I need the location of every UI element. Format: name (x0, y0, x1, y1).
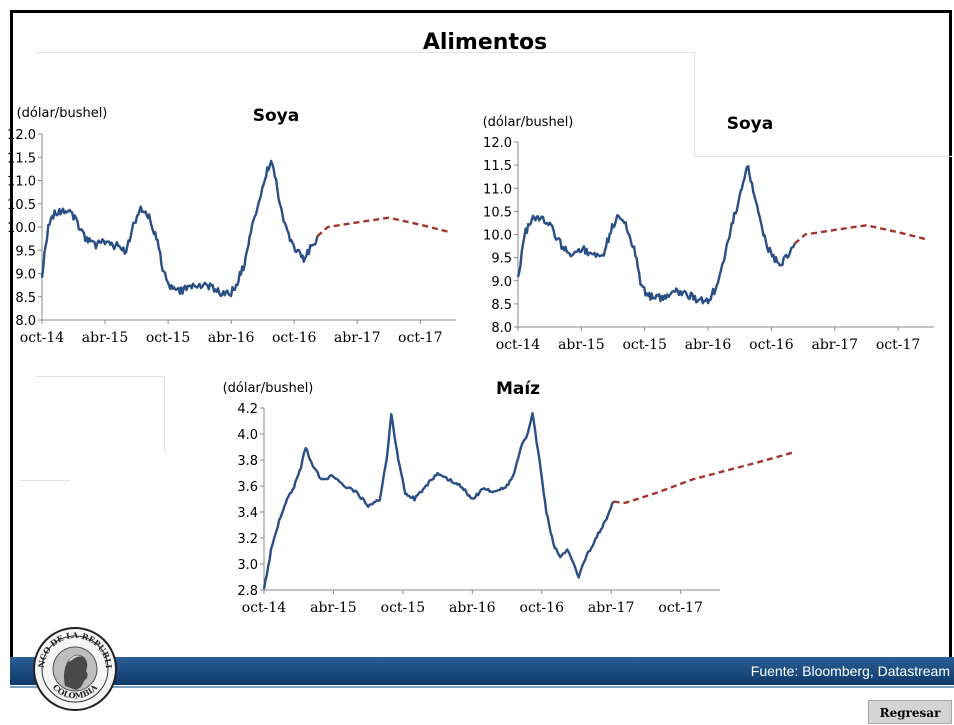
x-tick-label: abr-15 (82, 330, 129, 346)
x-tick-label: oct-14 (242, 600, 287, 616)
series-forecast-line (316, 216, 448, 238)
y-tick-label: 2.8 (237, 584, 258, 599)
x-tick-label: oct-17 (876, 337, 920, 353)
x-tick-label: oct-14 (496, 337, 541, 353)
series-history-line (40, 159, 319, 298)
x-tick-label: oct-14 (20, 330, 65, 346)
chart-soya-left: 8.0 8.5 9.0 9.5 10.0 10.5 11.0 11.5 12.0 oct-14 ab… (7, 106, 456, 346)
y-tick-label: 4.0 (237, 428, 258, 443)
chart-title: Soya (727, 114, 773, 134)
background-decoration (36, 376, 165, 453)
y-tick-label: 9.5 (15, 244, 36, 259)
y-tick-label: 8.0 (15, 314, 36, 329)
series-history-line (262, 412, 615, 590)
background-decoration (20, 480, 70, 482)
y-tick-label: 9.0 (15, 268, 36, 283)
y-tick-label: 10.5 (7, 198, 36, 213)
x-tick-label: oct-15 (381, 600, 425, 616)
x-tick-label: abr-17 (334, 330, 381, 346)
x-tick-label: abr-16 (685, 337, 732, 353)
chart-maiz: 2.8 3.0 3.2 3.4 3.6 3.8 4.0 4.2 oct-14 abr-15 oct-… (223, 379, 795, 616)
footer-strip (10, 686, 954, 688)
regresar-button[interactable]: Regresar (868, 700, 952, 724)
page-title: Alimentos (422, 30, 548, 55)
y-axis-label: (dólar/bushel) (223, 381, 314, 396)
y-tick-label: 12.0 (7, 128, 36, 143)
x-tick-label: oct-16 (749, 337, 794, 353)
x-tick-label: abr-15 (558, 337, 605, 353)
y-tick-label: 11.0 (7, 175, 36, 190)
x-tick-label: abr-16 (449, 600, 496, 616)
x-tick-label: abr-17 (588, 600, 635, 616)
x-tick-label: oct-15 (146, 330, 190, 346)
slide-frame (10, 10, 952, 682)
y-tick-label: 3.6 (237, 480, 258, 495)
x-tick-label: abr-17 (811, 337, 858, 353)
y-tick-label: 3.4 (237, 506, 258, 521)
y-tick-label: 11.0 (483, 182, 512, 197)
series-history-line (516, 165, 796, 305)
series-forecast-line (613, 451, 795, 505)
y-tick-label: 11.5 (483, 159, 512, 174)
footer-band (10, 657, 954, 685)
chart-title: Maíz (496, 379, 540, 399)
x-tick-label: abr-16 (208, 330, 255, 346)
x-tick-label: oct-17 (398, 330, 442, 346)
x-tick-label: oct-16 (272, 330, 317, 346)
source-note: Fuente: Bloomberg, Datastream (750, 663, 950, 679)
y-tick-label: 8.5 (491, 298, 512, 313)
x-tick-label: abr-15 (310, 600, 357, 616)
x-tick-label: oct-17 (658, 600, 702, 616)
chart-soya-right: 8.0 8.5 9.0 9.5 10.0 10.5 11.0 11.5 12.0 oct-14 ab… (483, 114, 934, 353)
background-decoration (36, 52, 694, 54)
y-tick-label: 10.0 (7, 221, 36, 236)
y-tick-label: 10.0 (483, 229, 512, 244)
y-tick-label: 8.0 (491, 321, 512, 336)
y-tick-label: 9.0 (491, 275, 512, 290)
y-tick-label: 4.2 (237, 402, 258, 417)
series-forecast-line (793, 224, 926, 245)
y-tick-label: 8.5 (15, 291, 36, 306)
y-tick-label: 3.8 (237, 454, 258, 469)
y-tick-label: 11.5 (7, 151, 36, 166)
y-tick-label: 3.2 (237, 532, 258, 547)
y-tick-label: 3.0 (237, 558, 258, 573)
background-decoration (694, 156, 952, 158)
background-decoration (694, 52, 696, 156)
y-axis-label: (dólar/bushel) (483, 115, 574, 130)
y-tick-label: 9.5 (491, 252, 512, 267)
x-tick-label: oct-16 (520, 600, 565, 616)
x-tick-label: oct-15 (622, 337, 666, 353)
y-tick-label: 10.5 (483, 205, 512, 220)
y-axis-label: (dólar/bushel) (17, 106, 108, 121)
chart-title: Soya (253, 106, 299, 126)
banco-republica-seal-icon: BANCO DE LA REPUBLICA COLOMBIA (32, 626, 117, 711)
y-tick-label: 12.0 (483, 136, 512, 151)
